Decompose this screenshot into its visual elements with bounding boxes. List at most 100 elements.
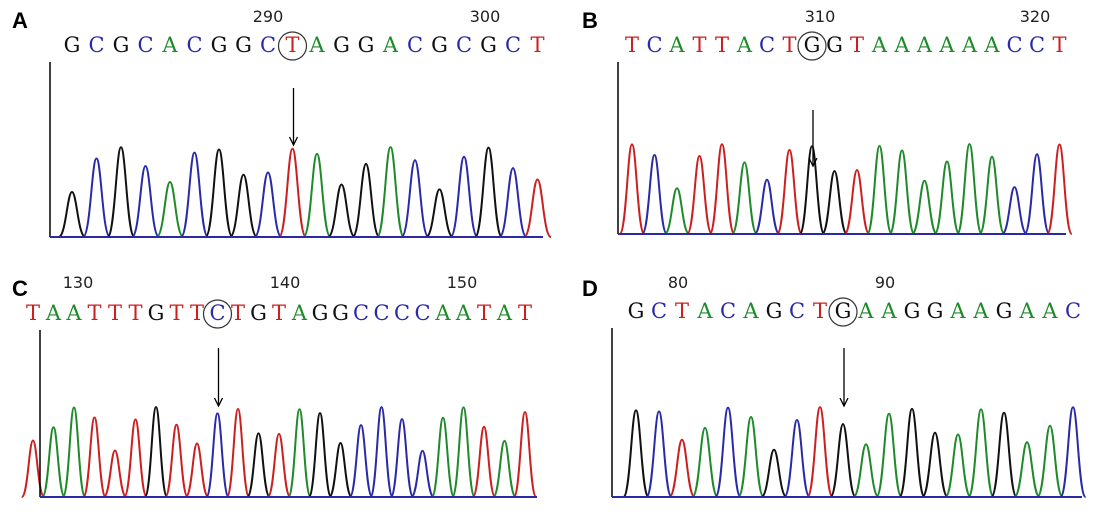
trace-peak — [933, 160, 961, 235]
trace-peak — [1046, 143, 1073, 235]
base-call: T — [692, 33, 706, 57]
base-call: G — [235, 33, 252, 57]
trace-peak — [410, 449, 435, 498]
trace-peak — [287, 408, 312, 498]
base-call: T — [675, 299, 689, 323]
base-call: A — [455, 301, 472, 325]
base-call: C — [186, 33, 202, 57]
position-number: 320 — [1020, 7, 1051, 26]
trace-peak — [737, 415, 765, 498]
trace — [57, 146, 552, 238]
trace-peak — [246, 432, 271, 498]
position-number: 130 — [63, 273, 94, 292]
trace-peak — [348, 424, 374, 498]
trace-peak — [512, 411, 538, 498]
base-call: A — [972, 299, 989, 323]
base-call: T — [518, 301, 532, 325]
base-call: T — [813, 299, 827, 323]
trace-peak — [451, 406, 476, 498]
trace-peak — [471, 425, 497, 498]
trace-peak — [253, 171, 283, 238]
trace-peak — [82, 416, 107, 498]
base-call: A — [742, 299, 759, 323]
trace-peak — [1036, 424, 1064, 498]
base-call: G — [904, 299, 921, 323]
panel-label: C — [12, 276, 28, 301]
trace-peak — [327, 183, 356, 238]
trace-peak — [389, 418, 415, 498]
base-call: C — [505, 33, 521, 57]
base-call: C — [646, 33, 662, 57]
trace-peak — [82, 157, 111, 238]
base-call: C — [1065, 299, 1081, 323]
mutation-circle — [202, 299, 233, 329]
base-call: A — [961, 33, 978, 57]
base-call: T — [190, 301, 204, 325]
base-call: T — [128, 301, 142, 325]
trace-peak — [425, 188, 454, 238]
trace-peak — [20, 439, 46, 498]
base-call: G — [835, 299, 852, 323]
base-call: A — [1018, 299, 1035, 323]
base-call: C — [353, 301, 369, 325]
base-call: G — [927, 299, 944, 323]
trace-peak — [821, 170, 848, 235]
base-call: C — [720, 299, 736, 323]
base-call: T — [477, 301, 491, 325]
base-call: T — [272, 301, 286, 325]
trace-peak — [143, 406, 169, 498]
arrow-head — [213, 397, 224, 408]
base-call: G — [480, 33, 497, 57]
trace-peak — [57, 190, 87, 238]
base-call: T — [782, 33, 796, 57]
trace-peak — [328, 442, 353, 498]
base-call: G — [766, 299, 783, 323]
trace-peak — [622, 409, 650, 498]
base-call: A — [308, 33, 325, 57]
arrow-head — [839, 397, 849, 408]
trace-peak — [106, 146, 136, 238]
mutation-circle — [797, 31, 827, 61]
base-call: A — [916, 33, 933, 57]
trace-peak — [1059, 406, 1087, 498]
trace-peak — [978, 155, 1006, 235]
trace-peak — [776, 148, 803, 235]
trace-peak — [783, 418, 811, 498]
position-number: 140 — [270, 273, 301, 292]
base-call: T — [285, 33, 299, 57]
trace-peak — [708, 143, 736, 235]
base-call: C — [759, 33, 775, 57]
base-call: A — [382, 33, 399, 57]
base-call: A — [736, 33, 753, 57]
base-call: T — [625, 33, 639, 57]
base-call: C — [1029, 33, 1045, 57]
base-call: C — [373, 301, 389, 325]
trace-peak — [498, 167, 528, 238]
trace-peak — [278, 147, 307, 238]
position-number: 310 — [805, 7, 836, 26]
base-call: G — [113, 33, 130, 57]
trace-peak — [888, 149, 916, 235]
base-call: G — [996, 299, 1013, 323]
trace-peak — [204, 148, 234, 238]
base-call: A — [668, 33, 685, 57]
base-call: A — [949, 299, 966, 323]
base-call: G — [826, 33, 843, 57]
base-call: A — [857, 299, 874, 323]
position-number: 290 — [253, 7, 284, 26]
trace-peak — [645, 410, 673, 498]
trace-peak — [806, 406, 834, 498]
base-call: G — [64, 33, 81, 57]
trace — [622, 406, 1087, 498]
trace-peak — [618, 143, 646, 235]
trace-peak — [123, 418, 148, 498]
trace-peak — [691, 426, 719, 498]
base-call: G — [250, 301, 267, 325]
base-call: T — [231, 301, 245, 325]
trace-peak — [61, 406, 87, 498]
base-call: G — [148, 301, 165, 325]
base-call: A — [496, 301, 513, 325]
base-call: G — [804, 33, 821, 57]
trace-peak — [866, 144, 893, 235]
base-call: C — [88, 33, 104, 57]
